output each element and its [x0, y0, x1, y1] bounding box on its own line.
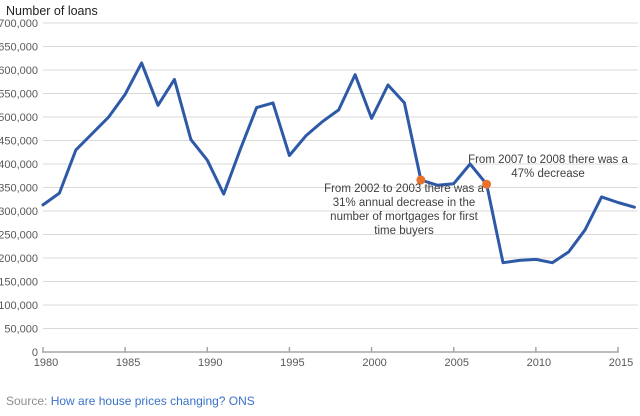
x-axis-tick-label: 1985	[116, 357, 140, 369]
y-axis-tick-label: 650,000	[0, 42, 38, 54]
y-axis-tick-label: 150,000	[0, 277, 38, 289]
source-label: Source:	[6, 394, 51, 408]
y-axis-tick-label: 0	[32, 347, 38, 359]
y-axis-tick-label: 50,000	[4, 324, 38, 336]
x-axis-tick-label: 2005	[444, 357, 468, 369]
y-axis-tick-label: 250,000	[0, 230, 38, 242]
y-axis-tick-label: 200,000	[0, 253, 38, 265]
y-axis-tick-label: 600,000	[0, 65, 38, 77]
x-axis-tick-label: 2000	[362, 357, 386, 369]
annotation-marker	[482, 179, 492, 189]
chart-title: Number of loans	[6, 4, 98, 18]
x-axis-tick-label: 1995	[280, 357, 304, 369]
loans-data-line	[41, 61, 636, 265]
loans-line-chart: 0 50,000 100,000 150,000 200,000 250,000 300,0…	[0, 18, 638, 369]
y-axis-tick-label: 400,000	[0, 159, 38, 171]
x-axis-tick-label: 1990	[198, 357, 222, 369]
y-axis-tick-label: 450,000	[0, 136, 38, 148]
y-axis-tick-label: 700,000	[0, 18, 38, 30]
y-axis-tick-label: 300,000	[0, 206, 38, 218]
y-axis-tick-label: 100,000	[0, 300, 38, 312]
source-row: Source: How are house prices changing? O…	[6, 394, 255, 408]
y-axis-tick-label: 350,000	[0, 183, 38, 195]
x-axis-tick-label: 1980	[34, 357, 58, 369]
annotation-marker	[416, 175, 426, 185]
source-link[interactable]: How are house prices changing? ONS	[50, 394, 255, 408]
chart-annotation: From 2007 to 2008 there was a 47% decreas…	[468, 154, 628, 180]
y-axis-tick-label: 550,000	[0, 89, 38, 101]
y-axis-tick-label: 500,000	[0, 112, 38, 124]
chart-annotation: From 2002 to 2003 there was a 31% annual …	[324, 183, 484, 237]
x-axis-tick-label: 2015	[609, 357, 633, 369]
x-axis-tick-label: 2010	[527, 357, 551, 369]
